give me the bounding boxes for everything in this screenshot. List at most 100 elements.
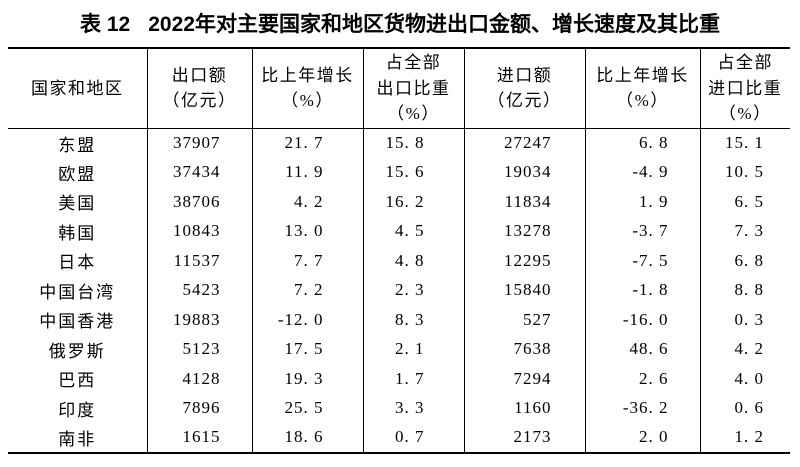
value-cell: 6. 8 [699,246,790,276]
value-cell: 527 [463,305,585,335]
value-cell: 15. 8 [362,128,464,158]
value-cell: 7638 [463,334,585,364]
table-row: 印度 7896 25. 5 3. 3 1160 -36. 2 0. 6 [8,393,790,423]
value-cell: 2. 6 [584,364,700,394]
value-cell: 25. 5 [251,393,363,423]
value-cell: 4128 [146,364,252,394]
value-cell: 11537 [146,246,252,276]
header-cell-0: 国家和地区 [8,48,147,129]
value-cell: 7. 7 [251,246,363,276]
value-cell: 5423 [146,275,252,305]
value-cell: 19. 3 [251,364,363,394]
country-cell: 巴西 [58,371,97,391]
value-cell: 2. 1 [362,334,464,364]
value-cell: 7896 [146,393,252,423]
value-cell: 12295 [463,246,585,276]
value-cell: -12. 0 [251,305,363,335]
value-cell: 1. 7 [362,364,464,394]
table-title: 表 12 2022年对主要国家和地区货物进出口金额、增长速度及其比重 [0,0,800,38]
header-cell-2: 比上年增长 （%） [251,48,363,129]
table-row: 东盟 37907 21. 7 15. 8 27247 6. 8 15. 1 [8,128,790,158]
value-cell: 19883 [146,305,252,335]
trade-table: 国家和地区 出口额 （亿元） 比上年增长 （%） 占全部 出口比重 （%） 进口额 （亿… [8,47,790,454]
value-cell: 1615 [146,423,252,453]
value-cell: 6. 8 [584,128,700,158]
value-cell: 37907 [146,128,252,158]
country-cell: 南非 [58,429,97,449]
country-cell: 中国台湾 [39,282,116,302]
table-row: 韩国 10843 13. 0 4. 5 13278 -3. 7 7. 3 [8,216,790,246]
value-cell: 38706 [146,187,252,217]
value-cell: -1. 8 [584,275,700,305]
country-cell: 美国 [58,194,97,214]
value-cell: 2. 0 [584,423,700,453]
header-cell-5: 比上年增长 （%） [584,48,700,129]
table-row: 美国 38706 4. 2 16. 2 11834 1. 9 6. 5 [8,187,790,217]
value-cell: 48. 6 [584,334,700,364]
table-row: 巴西 4128 19. 3 1. 7 7294 2. 6 4. 0 [8,364,790,394]
country-cell: 东盟 [58,135,97,155]
value-cell: 8. 3 [362,305,464,335]
value-cell: 2. 3 [362,275,464,305]
country-cell: 日本 [58,253,97,273]
value-cell: 4. 0 [699,364,790,394]
table-row: 俄罗斯 5123 17. 5 2. 1 7638 48. 6 4. 2 [8,334,790,364]
value-cell: 4. 5 [362,216,464,246]
value-cell: -4. 9 [584,157,700,187]
header-row: 国家和地区 出口额 （亿元） 比上年增长 （%） 占全部 出口比重 （%） 进口额 （亿… [8,48,790,129]
value-cell: 1160 [463,393,585,423]
value-cell: 10. 5 [699,157,790,187]
value-cell: -16. 0 [584,305,700,335]
value-cell: 27247 [463,128,585,158]
header-cell-3: 占全部 出口比重 （%） [362,48,464,129]
table-body: 东盟 37907 21. 7 15. 8 27247 6. 8 15. 1 欧盟 37434 11… [8,128,790,453]
value-cell: 5123 [146,334,252,364]
header-cell-1: 出口额 （亿元） [146,48,252,129]
value-cell: 4. 2 [251,187,363,217]
value-cell: 4. 8 [362,246,464,276]
header-cell-4: 进口额 （亿元） [463,48,585,129]
value-cell: 13278 [463,216,585,246]
country-cell: 韩国 [58,223,97,243]
value-cell: 7. 2 [251,275,363,305]
value-cell: 21. 7 [251,128,363,158]
value-cell: 15840 [463,275,585,305]
country-cell: 俄罗斯 [48,341,106,361]
value-cell: 15. 6 [362,157,464,187]
country-cell: 中国香港 [39,312,116,332]
value-cell: 1. 9 [584,187,700,217]
country-cell: 欧盟 [58,164,97,184]
table-row: 南非 1615 18. 6 0. 7 2173 2. 0 1. 2 [8,423,790,453]
value-cell: 18. 6 [251,423,363,453]
value-cell: -7. 5 [584,246,700,276]
header-cell-6: 占全部 进口比重 （%） [699,48,790,129]
value-cell: 17. 5 [251,334,363,364]
table-row: 欧盟 37434 11. 9 15. 6 19034 -4. 9 10. 5 [8,157,790,187]
value-cell: 11834 [463,187,585,217]
value-cell: 0. 6 [699,393,790,423]
value-cell: 6. 5 [699,187,790,217]
value-cell: 7294 [463,364,585,394]
value-cell: 8. 8 [699,275,790,305]
value-cell: 19034 [463,157,585,187]
value-cell: 15. 1 [699,128,790,158]
table-row: 日本 11537 7. 7 4. 8 12295 -7. 5 6. 8 [8,246,790,276]
value-cell: 3. 3 [362,393,464,423]
table-number: 表 12 [80,13,131,36]
value-cell: 1. 2 [699,423,790,453]
value-cell: 37434 [146,157,252,187]
value-cell: 0. 7 [362,423,464,453]
value-cell: 0. 3 [699,305,790,335]
value-cell: 11. 9 [251,157,363,187]
title-text: 2022年对主要国家和地区货物进出口金额、增长速度及其比重 [148,13,720,36]
table-row: 中国台湾 5423 7. 2 2. 3 15840 -1. 8 8. 8 [8,275,790,305]
table-row: 中国香港 19883 -12. 0 8. 3 527 -16. 0 0. 3 [8,305,790,335]
value-cell: 7. 3 [699,216,790,246]
value-cell: 13. 0 [251,216,363,246]
value-cell: -3. 7 [584,216,700,246]
value-cell: 2173 [463,423,585,453]
country-cell: 印度 [58,400,97,420]
value-cell: 4. 2 [699,334,790,364]
value-cell: 10843 [146,216,252,246]
